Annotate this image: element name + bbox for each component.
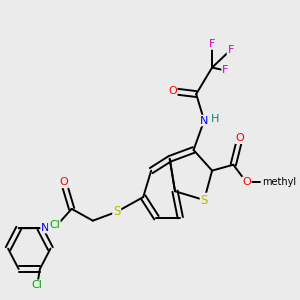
Text: F: F [227,45,234,55]
Text: H: H [50,223,59,233]
Text: S: S [200,194,208,207]
Text: N: N [41,223,49,233]
Text: O: O [168,86,177,96]
Text: N: N [200,116,208,126]
Text: O: O [236,133,244,143]
Text: methyl: methyl [262,177,297,188]
Text: O: O [242,177,251,188]
Text: F: F [222,65,229,76]
Text: H: H [211,114,219,124]
Text: F: F [209,39,215,49]
Text: O: O [59,177,68,188]
Text: Cl: Cl [32,280,43,290]
Text: Cl: Cl [49,220,60,230]
Text: S: S [113,205,120,218]
